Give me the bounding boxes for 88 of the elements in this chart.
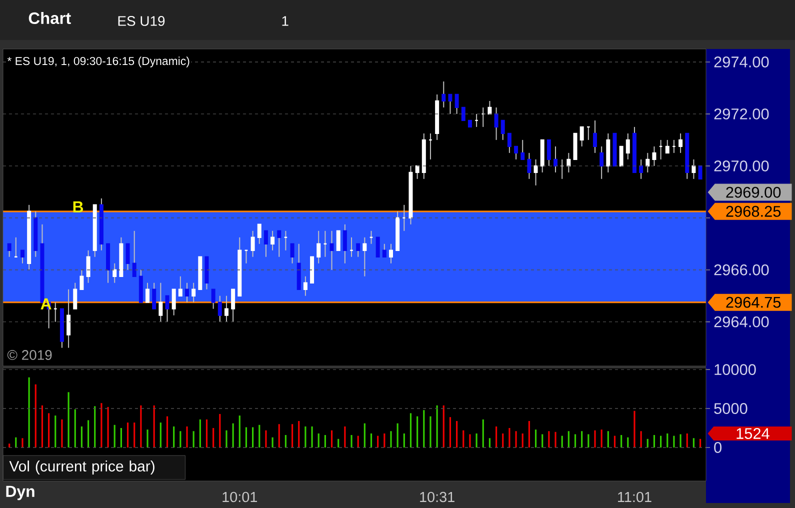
candlestick: [665, 139, 670, 154]
annotation: B: [73, 201, 84, 212]
candlestick: [619, 146, 624, 167]
candlestick: [692, 158, 696, 180]
candlestick: [146, 282, 150, 303]
candlestick: [461, 106, 466, 122]
candlestick: [600, 146, 604, 180]
candlestick: [592, 120, 597, 154]
candlestick: [362, 236, 367, 277]
candlestick: [566, 152, 571, 173]
candlestick: [250, 230, 255, 258]
text: 1524: [736, 428, 770, 439]
candlestick: [231, 288, 236, 322]
ref-line-label: 2964.75: [726, 296, 781, 308]
candlestick: [73, 282, 78, 310]
candlestick: [514, 146, 518, 160]
candlestick: [165, 295, 170, 322]
candlestick: [342, 224, 347, 264]
candlestick: [264, 230, 268, 258]
text: ES U19: [118, 16, 165, 26]
candlestick: [336, 230, 340, 251]
candlestick: [211, 288, 216, 310]
text: Dyn: [6, 486, 34, 500]
candlestick: [316, 230, 321, 264]
candlestick: [257, 224, 262, 244]
candlestick: [527, 152, 532, 180]
candlestick: [382, 243, 386, 258]
annotation: © 2019: [7, 350, 52, 360]
candlestick: [303, 276, 308, 296]
y-tick-label: 2964.00: [714, 316, 769, 328]
text: 2969.00: [726, 186, 781, 198]
candlestick: [376, 236, 380, 258]
candlestick: [224, 295, 228, 322]
candlestick: [218, 295, 222, 322]
candlestick: [112, 262, 117, 284]
x-tick-label: 10:31: [420, 492, 454, 502]
candlestick: [454, 94, 459, 114]
candlestick: [580, 126, 584, 147]
candlestick: [388, 243, 393, 264]
candlestick: [356, 243, 360, 258]
candlestick: [507, 132, 512, 154]
candlestick: [500, 120, 505, 140]
candlestick: [270, 230, 275, 251]
candlestick: [277, 230, 282, 258]
candlestick: [7, 243, 12, 258]
candlestick: [132, 230, 136, 277]
candlestick: [184, 282, 189, 303]
text: Chart: [28, 12, 71, 24]
y-tick-label: 5000: [714, 403, 748, 414]
y-tick-label: 10000: [714, 364, 756, 376]
candlestick: [626, 132, 630, 160]
y-tick-label: 2972.00: [714, 108, 769, 120]
candlestick: [554, 146, 558, 173]
candlestick: [520, 139, 525, 160]
y-tick-label: 2966.00: [714, 264, 769, 276]
candlestick: [330, 230, 334, 270]
candlestick: [126, 243, 130, 270]
candlestick: [158, 282, 163, 322]
candlestick: [652, 146, 656, 166]
x-tick-label: 11:01: [618, 492, 652, 502]
ref-line-label: 2968.25: [726, 206, 781, 217]
candlestick: [152, 282, 156, 310]
candlestick: [86, 250, 90, 284]
y-tick-label: 0: [714, 442, 722, 453]
candlestick: [488, 100, 492, 115]
text: Vol (current price bar): [9, 460, 154, 474]
candlestick: [534, 158, 538, 186]
candlestick: [415, 165, 420, 180]
candlestick: [192, 282, 196, 303]
y-tick-label: 2970.00: [714, 160, 769, 172]
candlestick: [646, 152, 650, 173]
candlestick: [172, 288, 176, 316]
candlestick: [290, 243, 294, 264]
candlestick: [639, 158, 644, 180]
candlestick: [546, 139, 551, 166]
candlestick: [80, 269, 84, 290]
candlestick: [448, 94, 452, 114]
text: * ES U19, 1, 09:30-16:15 (Dynamic): [7, 56, 190, 68]
candlestick: [678, 132, 683, 154]
x-tick-label: 10:01: [222, 492, 258, 502]
candlestick: [698, 165, 702, 180]
candlestick: [178, 276, 182, 296]
candlestick: [442, 80, 446, 108]
text: 1: [282, 16, 288, 26]
candlestick: [494, 106, 498, 140]
y-tick-label: 2974.00: [714, 56, 769, 68]
candlestick: [20, 250, 24, 264]
candlestick: [66, 288, 71, 348]
